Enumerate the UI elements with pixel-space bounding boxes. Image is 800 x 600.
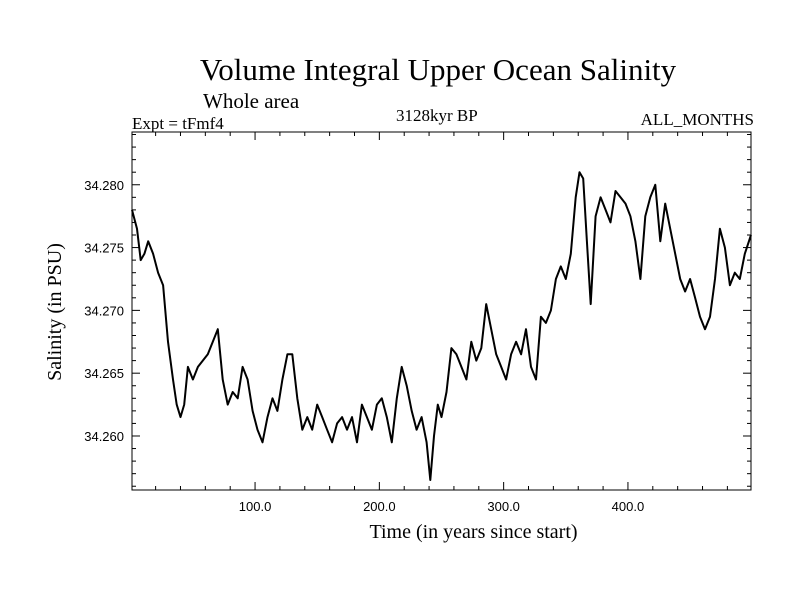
x-tick-label: 300.0: [487, 499, 520, 514]
y-tick-label: 34.280: [84, 178, 124, 193]
chart-title: Volume Integral Upper Ocean Salinity: [199, 52, 677, 87]
x-axis-ticks: 100.0 200.0 300.0 400.0: [155, 132, 728, 514]
months-label: ALL_MONTHS: [640, 110, 754, 129]
y-axis-label: Salinity (in PSU): [44, 243, 66, 381]
x-tick-label: 100.0: [239, 499, 272, 514]
chart-subtitle: Whole area: [203, 89, 300, 113]
y-tick-label: 34.275: [84, 241, 124, 256]
plot-frame: [131, 131, 752, 491]
y-axis-ticks: 34.260 34.265 34.270 34.275 34.280: [84, 134, 751, 487]
y-tick-label: 34.260: [84, 429, 124, 444]
experiment-label: Expt = tFmf4: [132, 114, 224, 133]
x-axis-label: Time (in years since start): [369, 521, 577, 543]
y-tick-label: 34.265: [84, 366, 124, 381]
x-tick-label: 200.0: [363, 499, 396, 514]
x-tick-label: 400.0: [612, 499, 645, 514]
period-label: 3128kyr BP: [396, 106, 478, 125]
salinity-series-line: [131, 171, 752, 481]
y-tick-label: 34.270: [84, 303, 124, 318]
